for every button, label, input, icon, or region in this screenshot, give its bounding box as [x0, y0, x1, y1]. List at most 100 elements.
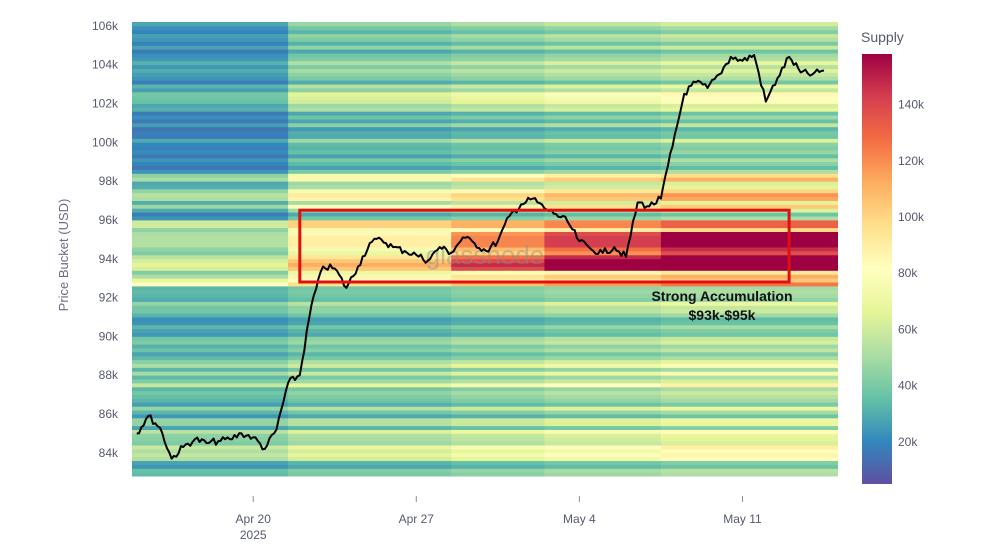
heatmap-band [660, 173, 838, 178]
heatmap-band [451, 25, 545, 31]
heatmap-band [451, 142, 545, 147]
heatmap-band [288, 157, 452, 163]
heatmap-band [544, 429, 662, 434]
heatmap-band [660, 367, 838, 372]
heatmap-band [288, 425, 452, 430]
heatmap-band [288, 219, 452, 225]
heatmap-band [132, 22, 289, 27]
heatmap-band [451, 103, 545, 108]
heatmap-band [451, 375, 545, 380]
heatmap-band [132, 165, 289, 170]
heatmap-band [544, 379, 662, 384]
heatmap-band [132, 99, 289, 104]
heatmap-band [451, 433, 545, 438]
heatmap-band [451, 289, 545, 295]
heatmap-band [544, 126, 662, 132]
heatmap-band [660, 270, 838, 275]
heatmap-band [451, 200, 545, 205]
heatmap-band [451, 262, 545, 267]
heatmap-band [544, 301, 662, 306]
heatmap-band [544, 200, 662, 205]
heatmap-band [660, 258, 838, 264]
y-tick-label: 98k [99, 174, 119, 188]
heatmap-band [660, 161, 838, 166]
colorbar-tick-label: 80k [898, 266, 918, 280]
heatmap-band [288, 313, 452, 318]
x-tick-sublabel: 2025 [240, 528, 267, 542]
heatmap-band [288, 150, 452, 155]
heatmap-band [660, 351, 838, 357]
heatmap-band [132, 305, 289, 310]
heatmap-band [288, 119, 452, 124]
heatmap-band [288, 344, 452, 349]
heatmap-band [132, 72, 289, 77]
heatmap-band [451, 320, 545, 326]
y-tick-label: 90k [99, 329, 119, 343]
heatmap-band [288, 185, 452, 190]
heatmap-band [132, 282, 289, 287]
heatmap-band [544, 406, 662, 411]
heatmap-band [132, 414, 289, 419]
heatmap-band [451, 383, 545, 388]
heatmap-band [132, 95, 289, 100]
heatmap-band [660, 340, 838, 345]
heatmap-band [660, 181, 838, 186]
heatmap-band [288, 390, 452, 395]
heatmap-band [451, 425, 545, 430]
heatmap-band [660, 394, 838, 399]
heatmap-band [660, 301, 838, 306]
heatmap-band [544, 456, 662, 461]
heatmap-band [132, 254, 289, 260]
heatmap-band [288, 181, 452, 186]
heatmap-band [132, 216, 289, 221]
heatmap-band [660, 309, 838, 314]
heatmap-band [288, 448, 452, 454]
heatmap-band [660, 282, 838, 287]
x-tick-label: May 11 [723, 512, 762, 526]
heatmap-band [660, 355, 838, 361]
heatmap-band [288, 433, 452, 438]
heatmap-band [451, 33, 545, 38]
heatmap-band [544, 72, 662, 77]
heatmap-band [660, 324, 838, 329]
heatmap-band [132, 243, 289, 248]
heatmap-band [451, 80, 545, 85]
heatmap-band [288, 351, 452, 357]
heatmap-band [451, 29, 545, 35]
heatmap-band [660, 88, 838, 93]
heatmap-band [544, 25, 662, 31]
y-tick-label: 92k [99, 291, 119, 305]
heatmap-band [660, 417, 838, 423]
heatmap-band [451, 64, 545, 69]
heatmap-band [132, 107, 289, 112]
heatmap-band [288, 355, 452, 361]
heatmap-band [660, 200, 838, 205]
heatmap-band [544, 355, 662, 361]
heatmap-band [660, 150, 838, 155]
heatmap-band [451, 456, 545, 461]
heatmap-band [132, 324, 289, 329]
heatmap-band [660, 216, 838, 221]
y-tick-label: 86k [99, 407, 119, 421]
heatmap-band [288, 130, 452, 135]
heatmap-band [132, 29, 289, 35]
heatmap-layer [132, 22, 838, 477]
heatmap-band [288, 293, 452, 298]
heatmap-band [544, 274, 662, 279]
heatmap-band [288, 414, 452, 419]
heatmap-band [544, 433, 662, 438]
heatmap-band [288, 258, 452, 264]
heatmap-band [288, 169, 452, 174]
heatmap-band [288, 45, 452, 50]
heatmap-band [544, 317, 662, 322]
heatmap-band [451, 150, 545, 155]
heatmap-band [544, 142, 662, 147]
heatmap-band [660, 41, 838, 46]
heatmap-band [544, 88, 662, 93]
heatmap-band [288, 25, 452, 31]
heatmap-band [660, 274, 838, 279]
heatmap-band [288, 99, 452, 104]
heatmap-band [544, 37, 662, 42]
heatmap-band [132, 219, 289, 225]
